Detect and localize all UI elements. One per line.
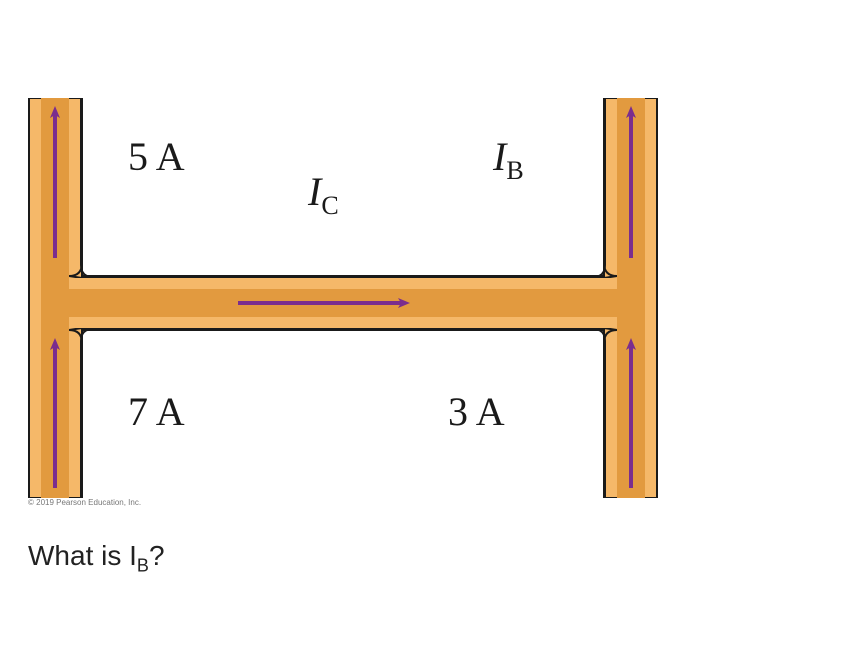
label-7a: 7 A [128, 388, 185, 435]
label-5a: 5 A [128, 133, 185, 180]
label-ic: IC [308, 168, 339, 221]
question-text: What is IB? [28, 540, 165, 577]
label-ib: IB [493, 133, 524, 186]
pipes-svg [28, 98, 658, 498]
label-3a: 3 A [448, 388, 505, 435]
circuit-diagram: 5 A IC IB 7 A 3 A [28, 98, 658, 498]
copyright-text: © 2019 Pearson Education, Inc. [28, 498, 141, 507]
